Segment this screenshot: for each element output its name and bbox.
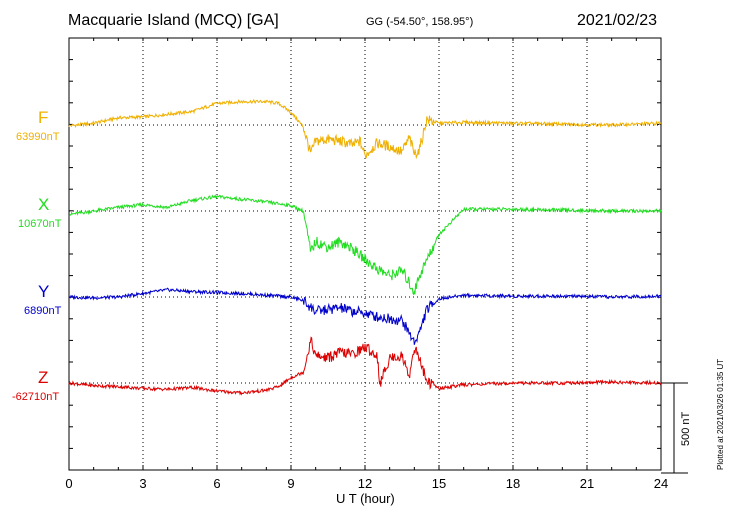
series-baseline-f: 63990nT [16, 131, 60, 143]
x-tick-label: 15 [432, 476, 446, 491]
series-baseline-z: -62710nT [12, 391, 60, 403]
chart-date: 2021/02/23 [577, 12, 658, 29]
x-tick-label: 24 [654, 476, 668, 491]
series-label-x: X [38, 195, 50, 214]
x-tick-label: 12 [358, 476, 372, 491]
trace-x [68, 194, 662, 296]
x-tick-label: 9 [287, 476, 294, 491]
x-tick-label: 21 [580, 476, 594, 491]
grid-lines [142, 38, 588, 470]
trace-y [68, 287, 662, 345]
series-label-f: F [38, 108, 49, 127]
station-coordinates: GG (-54.50°, 158.95°) [366, 16, 474, 28]
scale-bar-label: 500 nT [680, 411, 692, 446]
series-label-y: Y [38, 282, 50, 301]
x-tick-label: 18 [506, 476, 520, 491]
x-tick-label: 3 [139, 476, 146, 491]
series-baseline-x: 10670nT [18, 218, 62, 230]
scale-bar [661, 382, 688, 474]
series-label-z: Z [38, 368, 49, 387]
series-baseline-y: 6890nT [24, 305, 62, 317]
plotted-timestamp: Plotted at 2021/03/26 01:35 UT [716, 358, 725, 470]
trace-z [68, 336, 662, 396]
traces [68, 98, 662, 396]
chart-title: Macquarie Island (MCQ) [GA] [68, 12, 279, 29]
x-axis-label: U T (hour) [336, 491, 395, 506]
x-tick-label: 0 [65, 476, 72, 491]
baselines [69, 124, 661, 384]
trace-f [68, 98, 662, 160]
x-tick-label: 6 [213, 476, 220, 491]
